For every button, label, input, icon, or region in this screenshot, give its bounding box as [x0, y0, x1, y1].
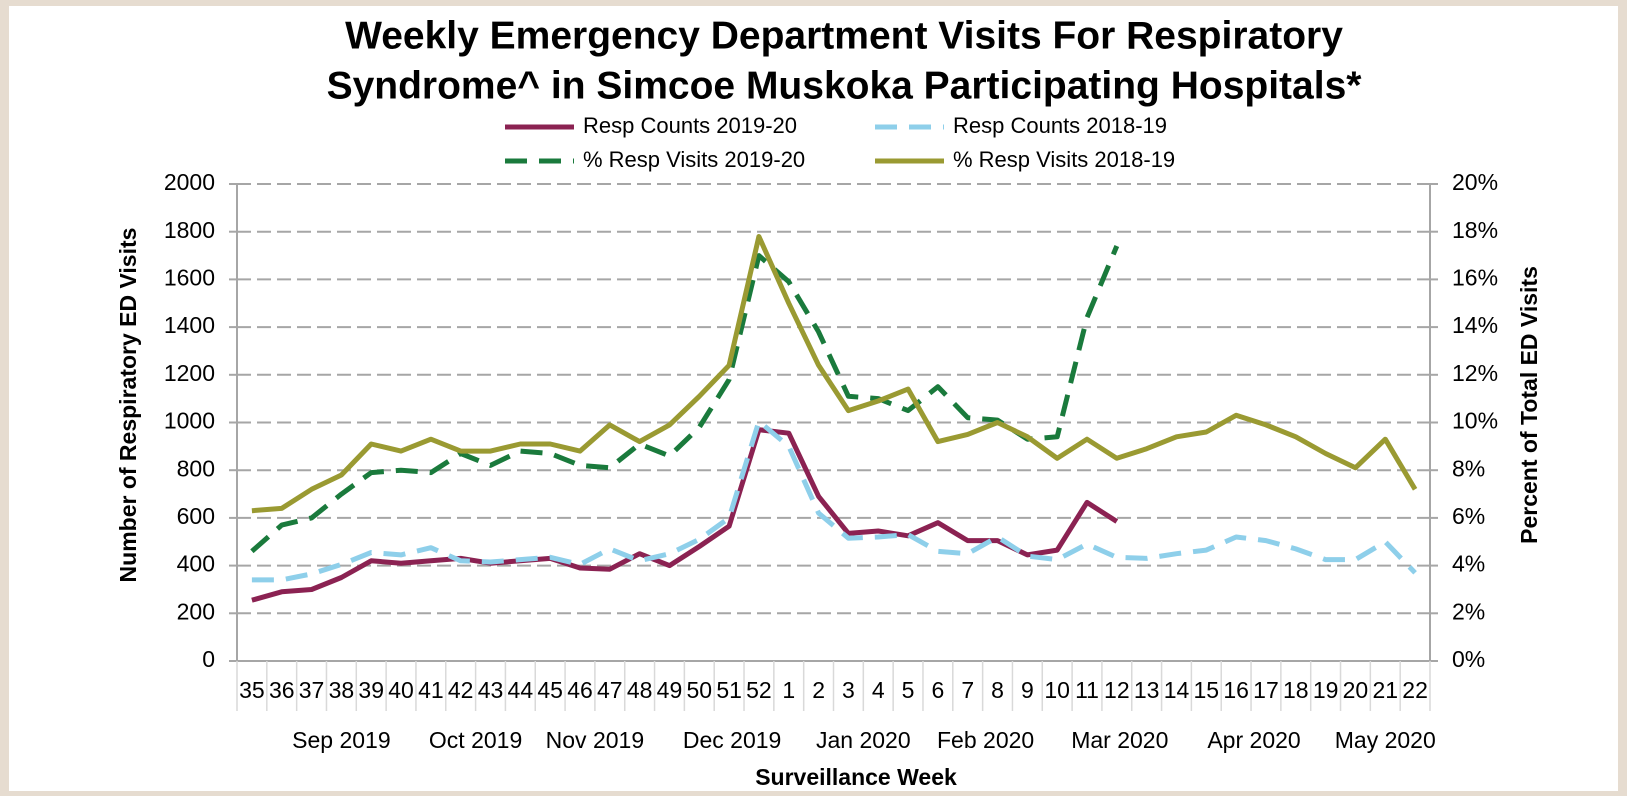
x-tick-label: 45 — [537, 677, 563, 703]
month-label: Mar 2020 — [1071, 727, 1168, 753]
x-tick-label: 46 — [567, 677, 593, 703]
series-line — [250, 245, 1120, 554]
legend-label: Resp Counts 2018-19 — [953, 113, 1167, 138]
x-tick-label: 42 — [448, 677, 474, 703]
x-tick-label: 9 — [1021, 677, 1034, 703]
x-tick-label: 2 — [812, 677, 825, 703]
x-tick-label: 15 — [1194, 677, 1220, 703]
chart-background — [9, 6, 1618, 791]
x-tick-label: 14 — [1164, 677, 1190, 703]
month-label: Dec 2019 — [683, 727, 781, 753]
y2-tick-label: 20% — [1452, 169, 1498, 195]
legend-label: Resp Counts 2019-20 — [583, 113, 797, 138]
x-tick-label: 48 — [627, 677, 653, 703]
y2-tick-label: 2% — [1452, 598, 1485, 624]
y2-axis-title: Percent of Total ED Visits — [1516, 266, 1542, 544]
y2-tick-label: 18% — [1452, 217, 1498, 243]
y-tick-label: 1800 — [164, 217, 215, 243]
legend-label: % Resp Visits 2019-20 — [583, 147, 805, 172]
x-tick-label: 38 — [329, 677, 355, 703]
y-tick-label: 200 — [177, 598, 215, 624]
y-tick-label: 0 — [202, 646, 215, 672]
x-tick-label: 39 — [358, 677, 384, 703]
x-tick-label: 49 — [657, 677, 683, 703]
y2-tick-label: 16% — [1452, 264, 1498, 290]
x-tick-label: 7 — [961, 677, 974, 703]
x-tick-label: 13 — [1134, 677, 1160, 703]
x-tick-label: 22 — [1402, 677, 1428, 703]
series-line — [251, 427, 1119, 603]
y2-tick-label: 12% — [1452, 360, 1498, 386]
month-label: Apr 2020 — [1207, 727, 1300, 753]
x-tick-label: 4 — [872, 677, 885, 703]
x-tick-label: 21 — [1372, 677, 1398, 703]
x-tick-label: 20 — [1343, 677, 1369, 703]
x-tick-label: 3 — [842, 677, 855, 703]
y-tick-label: 800 — [177, 455, 215, 481]
x-tick-label: 47 — [597, 677, 623, 703]
x-tick-label: 19 — [1313, 677, 1339, 703]
month-label: Sep 2019 — [292, 727, 390, 753]
y-tick-label: 1400 — [164, 312, 215, 338]
x-tick-label: 43 — [478, 677, 504, 703]
x-tick-label: 35 — [239, 677, 265, 703]
y-tick-label: 400 — [177, 551, 215, 577]
y-axis-title: Number of Respiratory ED Visits — [115, 228, 141, 583]
x-tick-label: 52 — [746, 677, 772, 703]
y-tick-label: 1000 — [164, 408, 215, 434]
chart-title: Weekly Emergency Department Visits For R… — [345, 14, 1343, 57]
x-tick-label: 37 — [299, 677, 325, 703]
x-tick-label: 1 — [782, 677, 795, 703]
x-tick-label: 16 — [1223, 677, 1249, 703]
x-tick-label: 44 — [508, 677, 534, 703]
month-label: Feb 2020 — [937, 727, 1034, 753]
x-tick-label: 17 — [1253, 677, 1279, 703]
legend-label: % Resp Visits 2018-19 — [953, 147, 1175, 172]
y2-tick-label: 0% — [1452, 646, 1485, 672]
y-tick-label: 1200 — [164, 360, 215, 386]
month-label: Nov 2019 — [546, 727, 644, 753]
x-tick-label: 5 — [902, 677, 915, 703]
x-tick-label: 50 — [686, 677, 712, 703]
month-label: Jan 2020 — [816, 727, 911, 753]
y2-tick-label: 6% — [1452, 503, 1485, 529]
month-label: May 2020 — [1335, 727, 1436, 753]
x-tick-label: 51 — [716, 677, 742, 703]
y2-tick-label: 4% — [1452, 551, 1485, 577]
x-tick-label: 8 — [991, 677, 1004, 703]
y2-tick-label: 14% — [1452, 312, 1498, 338]
y-tick-label: 2000 — [164, 169, 215, 195]
x-tick-label: 40 — [388, 677, 414, 703]
x-tick-label: 18 — [1283, 677, 1309, 703]
x-tick-label: 6 — [931, 677, 944, 703]
chart-title: Syndrome^ in Simcoe Muskoka Participatin… — [327, 64, 1363, 107]
y2-tick-label: 8% — [1452, 455, 1485, 481]
series-line — [251, 234, 1418, 514]
x-tick-label: 10 — [1044, 677, 1070, 703]
x-tick-label: 36 — [269, 677, 295, 703]
y2-tick-label: 10% — [1452, 408, 1498, 434]
y-tick-label: 600 — [177, 503, 215, 529]
month-label: Oct 2019 — [429, 727, 522, 753]
y-tick-label: 1600 — [164, 264, 215, 290]
x-axis-title: Surveillance Week — [755, 764, 957, 790]
x-tick-label: 12 — [1104, 677, 1130, 703]
x-tick-label: 11 — [1075, 677, 1099, 703]
x-tick-label: 41 — [418, 677, 444, 703]
